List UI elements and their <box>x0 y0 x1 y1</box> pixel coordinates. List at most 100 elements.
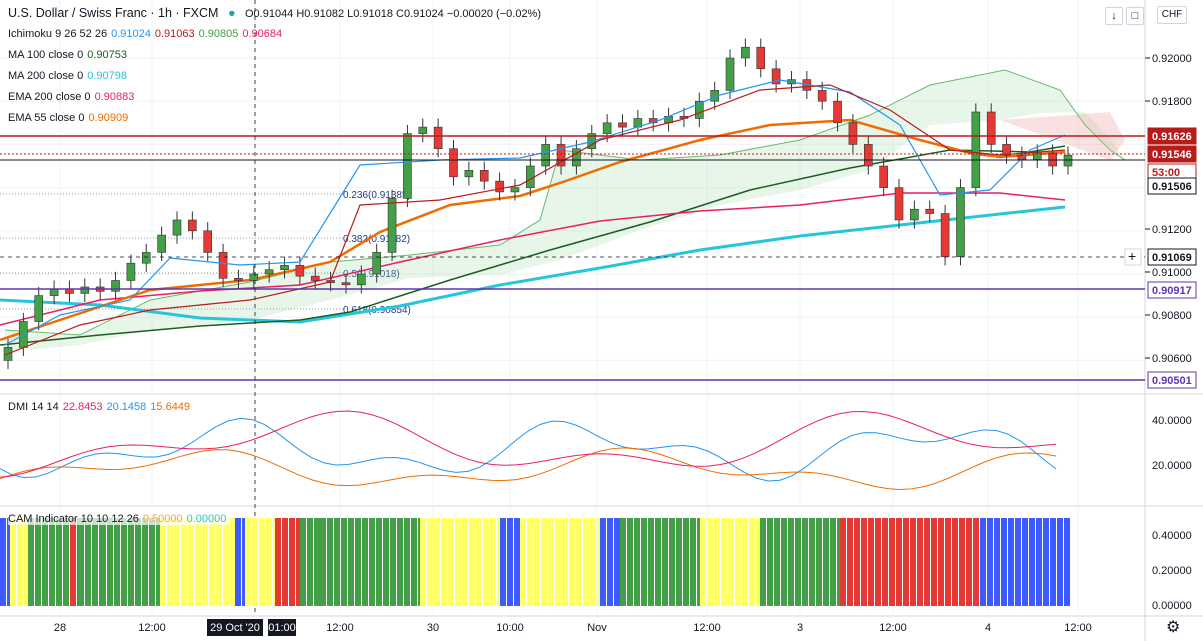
cam-bar <box>252 518 258 606</box>
candle-body <box>403 133 412 199</box>
cam-bar <box>707 518 713 606</box>
cam-bar <box>1022 518 1028 606</box>
cam-bar <box>634 518 640 606</box>
cam-bar <box>1050 518 1056 606</box>
cam-bar <box>987 518 993 606</box>
cam-bar <box>917 518 923 606</box>
candle-body <box>756 46 766 70</box>
legend-label: EMA 55 close 0 <box>8 112 85 124</box>
price-axis-label: 0.92000 <box>1152 53 1192 65</box>
cam-bar <box>483 518 489 606</box>
cam-bar <box>78 518 84 606</box>
price-axis-label: 0.91200 <box>1152 224 1192 236</box>
cam-bar <box>882 518 888 606</box>
cam-bar <box>641 518 647 606</box>
legend-row[interactable]: EMA 55 close 0 0.90909 <box>8 112 132 124</box>
candle-body <box>387 198 397 253</box>
symbol-label: U.S. Dollar / Swiss Franc · 1h · FXCM <box>8 6 219 20</box>
dmi-axis-label: 20.0000 <box>1152 460 1192 472</box>
time-axis-label: 12:00 <box>879 622 907 634</box>
cam-bar <box>767 518 773 606</box>
cam-bar <box>676 518 682 606</box>
cam-bar <box>289 518 295 606</box>
cam-bar <box>520 518 526 606</box>
cam-bar <box>795 518 801 606</box>
cam-bar <box>861 518 867 606</box>
candle-body <box>618 122 627 128</box>
cam-bar <box>966 518 972 606</box>
ma-200-line <box>0 205 1066 324</box>
cam-bar <box>42 518 48 606</box>
currency-button[interactable]: CHF <box>1157 6 1187 24</box>
price-axis-label: 0.91000 <box>1152 267 1192 279</box>
cam-bar <box>830 518 836 606</box>
pane-legend[interactable]: CAM Indicator 10 10 12 26 0.50000 0.00000 <box>8 513 231 525</box>
cam-bar <box>476 518 482 606</box>
cam-bar <box>327 518 333 606</box>
chart-title: U.S. Dollar / Swiss Franc · 1h · FXCM ● … <box>8 6 541 20</box>
time-axis-label: 12:00 <box>138 622 166 634</box>
legend-label: CAM Indicator 10 10 12 26 <box>8 513 139 525</box>
cam-bar <box>390 518 396 606</box>
cam-bar <box>1064 518 1070 606</box>
cam-bar <box>320 518 326 606</box>
candle-body <box>833 100 842 124</box>
legend-row[interactable]: Ichimoku 9 26 52 26 0.91024 0.91063 0.90805… <box>8 28 286 40</box>
legend-value: 15.6449 <box>150 401 191 413</box>
arrow-down-icon[interactable]: ↓ <box>1105 7 1123 25</box>
candle-body <box>848 122 858 145</box>
legend-value: 0.90798 <box>87 70 127 82</box>
cam-bar <box>63 518 69 606</box>
tenkan-sen <box>4 79 1066 346</box>
cam-bar <box>774 518 780 606</box>
cam-bar <box>448 518 454 606</box>
cam-bar <box>307 518 313 606</box>
cam-bar <box>128 518 134 606</box>
time-axis-label: 12:00 <box>326 622 354 634</box>
plus-icon-box <box>1124 248 1142 266</box>
cam-bar <box>441 518 447 606</box>
cam-bar <box>854 518 860 606</box>
cam-bar <box>1057 518 1063 606</box>
cam-axis-label: 0.40000 <box>1152 530 1192 542</box>
price-tag <box>1147 371 1197 389</box>
cam-bar <box>235 518 241 606</box>
cam-bar <box>590 518 596 606</box>
candle-body <box>602 122 612 134</box>
cam-bar <box>576 518 582 606</box>
cam-bar <box>583 518 589 606</box>
cam-bar <box>216 518 222 606</box>
candle-body <box>264 269 274 275</box>
cam-bar <box>938 518 944 606</box>
cam-bar <box>823 518 829 606</box>
price-tag <box>1147 177 1197 195</box>
cam-bar <box>195 518 201 606</box>
cam-bar <box>10 518 16 606</box>
cam-bar <box>160 518 166 606</box>
maximize-icon[interactable]: □ <box>1126 7 1144 25</box>
cam-bar <box>114 518 120 606</box>
legend-row[interactable]: MA 100 close 0 0.90753 <box>8 49 131 61</box>
candle-body <box>357 273 366 286</box>
pane-legend[interactable]: DMI 14 14 22.8453 20.1458 15.6449 <box>8 401 195 413</box>
legend-row[interactable]: MA 200 close 0 0.90798 <box>8 70 131 82</box>
legend-label: MA 100 close 0 <box>8 49 84 61</box>
candle-body <box>65 288 74 294</box>
candle-body <box>433 126 443 150</box>
candle-body <box>126 262 136 281</box>
candle-body <box>449 148 458 178</box>
cam-bar <box>840 518 846 606</box>
candle-body <box>572 148 581 167</box>
cam-bar <box>142 518 148 606</box>
cam-bar <box>156 518 162 606</box>
gear-icon[interactable]: ⚙ <box>1166 619 1181 636</box>
legend-value: 0.90684 <box>242 28 283 40</box>
legend-value: 0.91063 <box>154 28 195 40</box>
cam-bar <box>847 518 853 606</box>
legend-row[interactable]: EMA 200 close 0 0.90883 <box>8 91 138 103</box>
price-tag-label: 53:00 <box>1152 167 1180 179</box>
candle-body <box>203 230 213 253</box>
cam-bar <box>49 518 55 606</box>
legend-value: 0.90883 <box>94 91 135 103</box>
